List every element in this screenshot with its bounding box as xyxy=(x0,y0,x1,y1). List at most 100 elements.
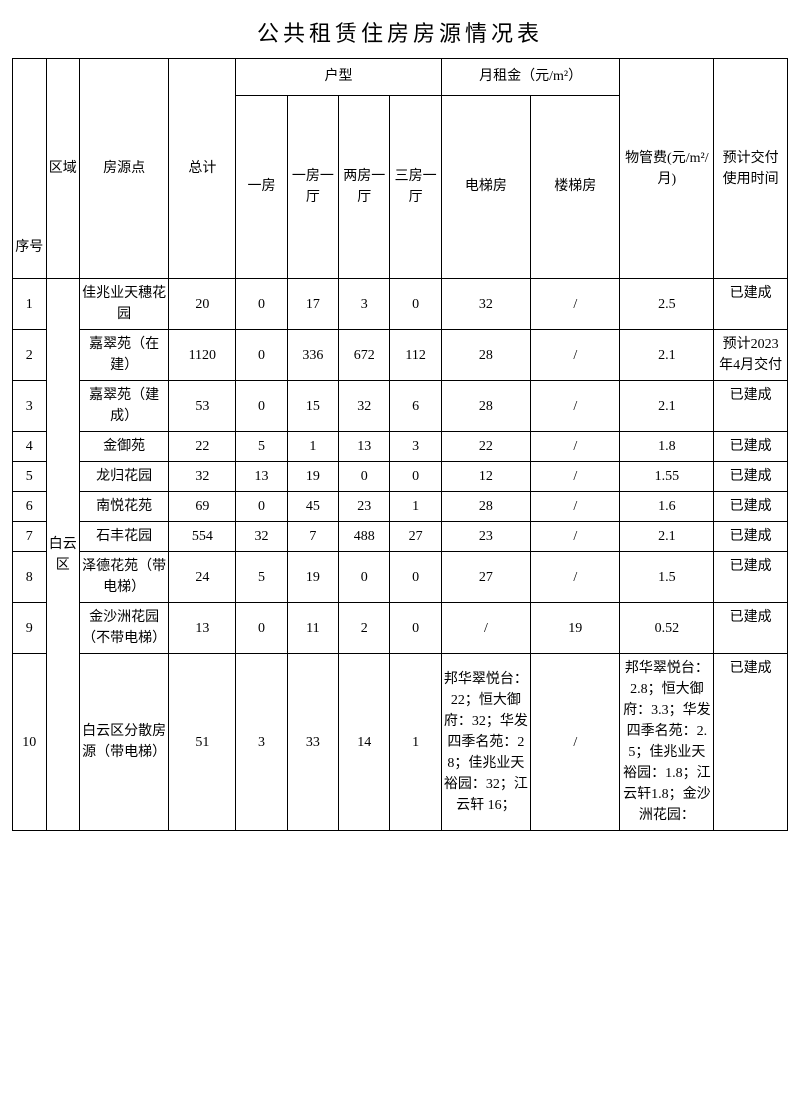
cell-elev: / xyxy=(441,603,530,654)
cell-seq: 9 xyxy=(13,603,47,654)
cell-rt3: 32 xyxy=(339,381,390,432)
cell-seq: 8 xyxy=(13,552,47,603)
cell-mgmt: 邦华翠悦台：2.8；恒大御府：3.3；华发四季名苑：2.5；佳兆业天裕园：1.8… xyxy=(620,654,714,831)
housing-table: 序号 区域 房源点 总计 户型 月租金（元/m²） 物管费(元/m²/月) 预计… xyxy=(12,58,788,831)
cell-rt4: 0 xyxy=(390,552,441,603)
th-seq: 序号 xyxy=(13,59,47,279)
cell-stair: / xyxy=(531,279,620,330)
cell-rt3: 14 xyxy=(339,654,390,831)
th-mgmt: 物管费(元/m²/月) xyxy=(620,59,714,279)
cell-stair: / xyxy=(531,522,620,552)
cell-seq: 5 xyxy=(13,462,47,492)
th-rt2: 一房一厅 xyxy=(287,95,338,278)
th-total: 总计 xyxy=(169,59,236,279)
cell-total: 22 xyxy=(169,432,236,462)
cell-time: 已建成 xyxy=(714,432,788,462)
cell-rt2: 17 xyxy=(287,279,338,330)
table-row: 1白云区佳兆业天穗花园200173032/2.5已建成 xyxy=(13,279,788,330)
cell-rt4: 0 xyxy=(390,603,441,654)
th-rt4: 三房一厅 xyxy=(390,95,441,278)
cell-total: 24 xyxy=(169,552,236,603)
cell-seq: 10 xyxy=(13,654,47,831)
cell-mgmt: 1.8 xyxy=(620,432,714,462)
th-roomtype-group: 户型 xyxy=(236,59,441,96)
cell-seq: 2 xyxy=(13,330,47,381)
cell-elev: 28 xyxy=(441,381,530,432)
cell-rt4: 6 xyxy=(390,381,441,432)
cell-elev: 32 xyxy=(441,279,530,330)
cell-seq: 4 xyxy=(13,432,47,462)
cell-mgmt: 1.5 xyxy=(620,552,714,603)
cell-rt1: 0 xyxy=(236,279,287,330)
cell-rt2: 336 xyxy=(287,330,338,381)
cell-source: 石丰花园 xyxy=(80,522,169,552)
table-row: 2嘉翠苑（在建）1120033667211228/2.1预计2023年4月交付 xyxy=(13,330,788,381)
cell-rt4: 1 xyxy=(390,654,441,831)
cell-rt2: 33 xyxy=(287,654,338,831)
cell-elev: 12 xyxy=(441,462,530,492)
cell-stair: / xyxy=(531,381,620,432)
cell-rt3: 672 xyxy=(339,330,390,381)
cell-rt2: 19 xyxy=(287,552,338,603)
cell-rt4: 27 xyxy=(390,522,441,552)
header-row-1: 序号 区域 房源点 总计 户型 月租金（元/m²） 物管费(元/m²/月) 预计… xyxy=(13,59,788,96)
cell-total: 1120 xyxy=(169,330,236,381)
cell-rt3: 2 xyxy=(339,603,390,654)
cell-rt1: 32 xyxy=(236,522,287,552)
cell-stair: / xyxy=(531,330,620,381)
cell-rt4: 3 xyxy=(390,432,441,462)
cell-total: 554 xyxy=(169,522,236,552)
cell-rt3: 23 xyxy=(339,492,390,522)
cell-stair: / xyxy=(531,654,620,831)
cell-rt4: 0 xyxy=(390,279,441,330)
cell-time: 预计2023年4月交付 xyxy=(714,330,788,381)
cell-rt1: 3 xyxy=(236,654,287,831)
th-delivery: 预计交付使用时间 xyxy=(714,59,788,279)
cell-rt2: 45 xyxy=(287,492,338,522)
cell-stair: / xyxy=(531,462,620,492)
th-rt3: 两房一厅 xyxy=(339,95,390,278)
cell-rt2: 1 xyxy=(287,432,338,462)
cell-source: 龙归花园 xyxy=(80,462,169,492)
cell-source: 泽德花苑（带电梯） xyxy=(80,552,169,603)
cell-rt3: 13 xyxy=(339,432,390,462)
table-row: 6南悦花苑6904523128/1.6已建成 xyxy=(13,492,788,522)
th-area: 区域 xyxy=(46,59,80,279)
table-row: 9金沙洲花园（不带电梯）1301120/190.52已建成 xyxy=(13,603,788,654)
th-rent-group: 月租金（元/m²） xyxy=(441,59,620,96)
cell-rt1: 13 xyxy=(236,462,287,492)
cell-source: 嘉翠苑（在建） xyxy=(80,330,169,381)
cell-mgmt: 0.52 xyxy=(620,603,714,654)
cell-time: 已建成 xyxy=(714,279,788,330)
table-row: 3嘉翠苑（建成）5301532628/2.1已建成 xyxy=(13,381,788,432)
cell-rt2: 15 xyxy=(287,381,338,432)
cell-mgmt: 1.55 xyxy=(620,462,714,492)
cell-total: 69 xyxy=(169,492,236,522)
cell-rt3: 0 xyxy=(339,462,390,492)
cell-source: 金御苑 xyxy=(80,432,169,462)
table-row: 7石丰花园5543274882723/2.1已建成 xyxy=(13,522,788,552)
cell-seq: 6 xyxy=(13,492,47,522)
cell-total: 13 xyxy=(169,603,236,654)
cell-stair: / xyxy=(531,432,620,462)
th-elev: 电梯房 xyxy=(441,95,530,278)
cell-time: 已建成 xyxy=(714,462,788,492)
cell-rt1: 0 xyxy=(236,603,287,654)
cell-seq: 1 xyxy=(13,279,47,330)
table-row: 8泽德花苑（带电梯）245190027/1.5已建成 xyxy=(13,552,788,603)
cell-mgmt: 1.6 xyxy=(620,492,714,522)
cell-elev: 22 xyxy=(441,432,530,462)
cell-source: 南悦花苑 xyxy=(80,492,169,522)
cell-time: 已建成 xyxy=(714,603,788,654)
cell-mgmt: 2.1 xyxy=(620,330,714,381)
cell-source: 白云区分散房源（带电梯） xyxy=(80,654,169,831)
cell-total: 51 xyxy=(169,654,236,831)
cell-elev: 23 xyxy=(441,522,530,552)
cell-rt2: 7 xyxy=(287,522,338,552)
cell-time: 已建成 xyxy=(714,654,788,831)
cell-rt4: 112 xyxy=(390,330,441,381)
cell-seq: 7 xyxy=(13,522,47,552)
cell-rt1: 0 xyxy=(236,381,287,432)
cell-rt1: 5 xyxy=(236,552,287,603)
table-row: 4金御苑225113322/1.8已建成 xyxy=(13,432,788,462)
